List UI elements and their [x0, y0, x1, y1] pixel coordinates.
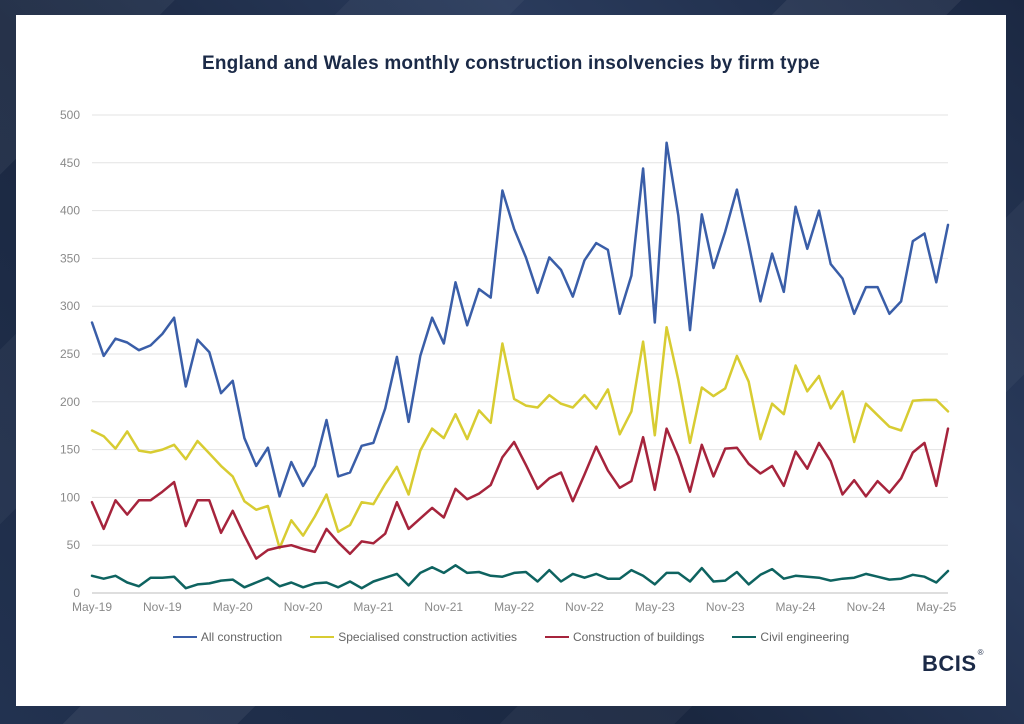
x-tick-label: Nov-22	[565, 600, 604, 614]
series-line-construction-of-buildings	[90, 427, 950, 560]
y-tick-label: 150	[60, 443, 80, 457]
legend: All construction Specialised construction…	[16, 630, 1006, 644]
series-line-specialised-construction-activities	[90, 325, 950, 550]
y-tick-label: 200	[60, 395, 80, 409]
x-tick-label: May-20	[213, 600, 253, 614]
x-tick-label: May-22	[494, 600, 534, 614]
x-tick-label: May-24	[776, 600, 816, 614]
legend-swatch	[732, 636, 757, 638]
x-tick-label: Nov-20	[284, 600, 323, 614]
y-tick-label: 300	[60, 299, 80, 313]
bcis-logo: BCIS®	[922, 647, 984, 676]
gridlines	[92, 114, 948, 546]
legend-item: Specialised construction activities	[310, 630, 517, 644]
chart-card: England and Wales monthly construction i…	[16, 15, 1006, 706]
x-tick-label: Nov-21	[424, 600, 463, 614]
y-tick-label: 400	[60, 204, 80, 218]
legend-swatch	[310, 636, 335, 638]
legend-item: Civil engineering	[732, 630, 849, 644]
y-tick-label: 500	[60, 108, 80, 122]
x-tick-label: May-19	[72, 600, 112, 614]
x-tick-label: Nov-23	[706, 600, 745, 614]
legend-label: Specialised construction activities	[338, 630, 517, 644]
series-lines	[90, 141, 950, 590]
x-tick-label: May-21	[353, 600, 393, 614]
legend-item: All construction	[172, 630, 283, 644]
x-tick-label: Nov-19	[143, 600, 182, 614]
y-tick-label: 100	[60, 490, 80, 504]
x-tick-label: May-23	[635, 600, 675, 614]
y-tick-label: 250	[60, 347, 80, 361]
y-tick-label: 350	[60, 251, 80, 265]
legend-label: Civil engineering	[760, 630, 850, 644]
x-tick-label: Nov-24	[847, 600, 886, 614]
series-line-civil-engineering	[90, 564, 950, 590]
legend-swatch	[545, 636, 569, 638]
y-tick-label: 50	[67, 538, 81, 552]
x-tick-label: May-25	[916, 600, 956, 614]
y-tick-label: 0	[73, 586, 80, 600]
legend-label: All construction	[200, 630, 283, 644]
legend-swatch	[172, 636, 197, 638]
line-chart: 0 50 100 150 200 250 300 350 400 450 500 May-19 Nov-…	[60, 108, 957, 614]
axes: 0 50 100 150 200 250 300 350 400 450 500 May-19 Nov-…	[60, 108, 957, 614]
chart-title: England and Wales monthly construction i…	[201, 53, 821, 74]
series-line-all-construction	[90, 141, 950, 498]
y-tick-label: 450	[60, 156, 80, 170]
legend-item: Construction of buildings	[545, 630, 704, 644]
legend-label: Construction of buildings	[573, 630, 705, 644]
